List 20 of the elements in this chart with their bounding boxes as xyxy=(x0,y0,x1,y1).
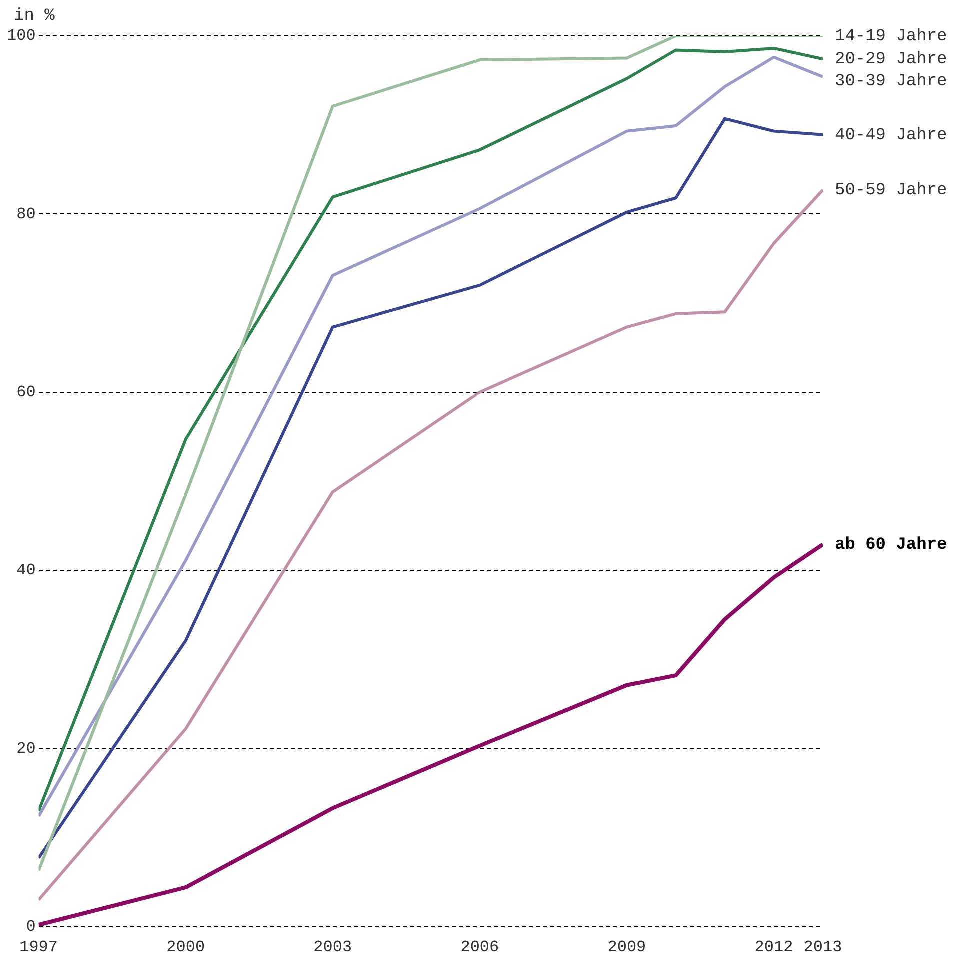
y-tick-label: 0 xyxy=(26,918,36,936)
series-label: 40-49 Jahre xyxy=(835,126,948,146)
series-label: 20-29 Jahre xyxy=(835,50,948,70)
x-tick-label: 2009 xyxy=(608,938,646,957)
x-tick-label: 2006 xyxy=(460,938,500,957)
y-tick-label: 60 xyxy=(16,384,36,402)
x-tick-label: 2013 xyxy=(804,938,842,957)
series-label: 30-39 Jahre xyxy=(835,72,948,92)
x-tick-label: 1997 xyxy=(20,938,58,957)
y-tick-label: 100 xyxy=(6,27,36,46)
x-tick-label: 2003 xyxy=(314,938,352,957)
x-tick-label: 2000 xyxy=(166,938,206,957)
x-tick-label: 2012 xyxy=(754,938,794,957)
series-label: 50-59 Jahre xyxy=(835,182,948,201)
series-label: ab 60 Jahre xyxy=(835,536,948,555)
y-axis-title: in % xyxy=(14,7,56,26)
y-tick-label: 20 xyxy=(16,740,36,758)
y-tick-label: 80 xyxy=(16,205,36,224)
y-tick-label: 40 xyxy=(16,562,36,580)
series-label: 14-19 Jahre xyxy=(835,28,948,46)
